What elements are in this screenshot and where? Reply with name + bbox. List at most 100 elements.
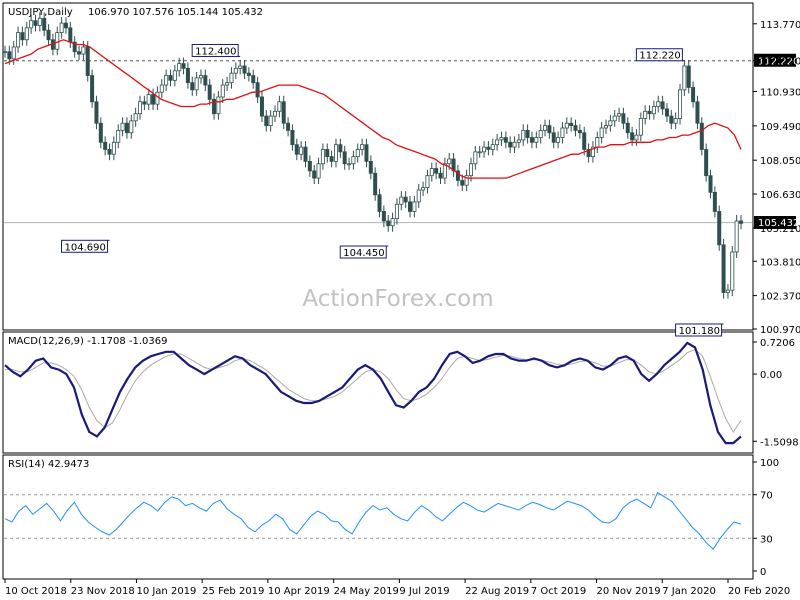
x-tick-label: 22 Aug 2019 (465, 586, 529, 597)
price-candle-body (373, 172, 378, 196)
price-candle-body (434, 168, 439, 174)
macd-line (4, 341, 742, 445)
macd-y-tick-label: 0.7206 (760, 338, 795, 349)
price-candle-body (612, 115, 617, 122)
price-candle-body (303, 146, 308, 162)
price-candle-body (107, 149, 112, 155)
price-candle-body (329, 156, 334, 162)
price-candle-body (734, 220, 739, 253)
price-candle-body (68, 27, 73, 43)
price-candle-body (55, 32, 60, 50)
price-candle-body (403, 196, 408, 203)
price-candle-body (207, 84, 212, 100)
x-tick-label: 10 Oct 2018 (5, 586, 67, 597)
price-candle-body (399, 196, 404, 205)
price-candle-body (90, 75, 95, 103)
price-candle-body (185, 67, 190, 84)
price-candle-body (512, 141, 517, 148)
price-candle-body (560, 127, 565, 138)
price-candle-body (98, 122, 103, 143)
price-candle-body (643, 110, 648, 119)
x-tick-label: 7 Oct 2019 (531, 586, 586, 597)
price-candle-body (460, 180, 465, 186)
price-candle-body (325, 149, 330, 158)
x-tick-label: 7 Jan 2020 (662, 586, 716, 597)
macd-y-axis: 0.7206 0.00 -1.5098 (753, 338, 799, 448)
price-candle-body (190, 82, 195, 91)
price-candle-body (708, 175, 713, 193)
macd-panel-frame (2, 331, 754, 454)
price-candle-body (177, 63, 182, 72)
price-candle-body (721, 244, 726, 293)
price-candle-body (11, 46, 16, 60)
price-candle-body (421, 187, 426, 191)
price-y-tick-label: 102.370 (760, 292, 800, 303)
price-candle-body (725, 289, 730, 293)
price-candle-body (299, 146, 304, 155)
price-candle-body (77, 51, 82, 55)
price-candle-body (7, 51, 12, 60)
price-candle-body (159, 84, 164, 93)
price-candle-body (630, 132, 635, 141)
price-candle-body (656, 101, 661, 107)
macd-y-tick-label: -1.5098 (760, 437, 799, 448)
price-candle-body (442, 163, 447, 179)
price-annotation-box (635, 48, 683, 62)
price-candle-body (686, 65, 691, 88)
price-y-tick-label: 105.210 (760, 224, 800, 235)
price-candle-body (678, 89, 683, 119)
price-candle-body (3, 51, 8, 54)
price-candle-body (617, 113, 622, 117)
price-candle-body (42, 17, 47, 31)
price-candle-body (220, 84, 225, 98)
price-annotation-box (339, 245, 387, 259)
price-candle-body (455, 170, 460, 181)
price-annotation-label: 104.690 (65, 242, 106, 253)
price-panel-frame (2, 2, 754, 331)
price-panel-title: USDJPY,Daily (8, 7, 73, 18)
price-candle-body (534, 137, 539, 143)
price-candle-body (647, 110, 652, 115)
price-candle-body (586, 149, 591, 158)
x-tick-label: 20 Feb 2020 (728, 586, 790, 597)
price-candle-body (464, 175, 469, 186)
moving-average-line (4, 39, 742, 179)
price-candle-body (29, 20, 34, 29)
price-y-tick-label: 110.930 (760, 88, 800, 99)
price-candle-body (138, 101, 143, 115)
price-candle-body (225, 82, 230, 86)
price-y-axis: 113.770 112.220 110.930 109.490 108.050 106.6… (753, 20, 800, 336)
x-tick-label: 10 Apr 2019 (268, 586, 330, 597)
price-candle-body (168, 75, 173, 81)
price-candle-body (81, 46, 86, 55)
x-tick-label: 9 Jul 2019 (399, 586, 449, 597)
price-candle-body (717, 211, 722, 246)
x-tick-label: 25 Feb 2019 (202, 586, 264, 597)
price-candle-body (386, 220, 391, 227)
price-candle-body (473, 151, 478, 165)
price-candle-body (691, 87, 696, 103)
price-candle-body (669, 115, 674, 124)
price-candle-body (394, 203, 399, 220)
price-candle-body (525, 129, 530, 138)
price-y-tick-label: 109.490 (760, 122, 800, 133)
price-candle-body (499, 137, 504, 141)
price-annotation-label: 112.220 (639, 51, 680, 62)
price-candle-body (124, 122, 129, 134)
price-candle-body (482, 146, 487, 153)
resistance-price-box (754, 53, 796, 67)
price-candle-body (259, 96, 264, 117)
price-candle-body (246, 72, 251, 76)
rsi-panel-frame (2, 454, 754, 580)
price-candle-body (682, 65, 687, 91)
price-candle-body (508, 141, 513, 148)
price-candle-body (577, 129, 582, 134)
price-candle-body (429, 168, 434, 177)
price-candle-body (37, 17, 42, 26)
price-candle-body (155, 91, 160, 105)
price-y-tick-label: 112.220 (760, 57, 800, 68)
price-candle-body (333, 144, 338, 162)
price-annotation-box (675, 323, 723, 337)
price-candle-body (320, 149, 325, 165)
